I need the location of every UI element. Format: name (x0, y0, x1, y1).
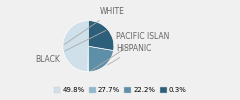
Wedge shape (88, 46, 114, 72)
Wedge shape (88, 46, 89, 72)
Legend: 49.8%, 27.7%, 22.2%, 0.3%: 49.8%, 27.7%, 22.2%, 0.3% (51, 84, 189, 96)
Text: PACIFIC ISLAN: PACIFIC ISLAN (90, 32, 170, 71)
Text: HISPANIC: HISPANIC (108, 44, 152, 65)
Text: WHITE: WHITE (64, 7, 125, 44)
Wedge shape (63, 21, 88, 72)
Text: BLACK: BLACK (35, 30, 106, 64)
Wedge shape (88, 21, 114, 50)
